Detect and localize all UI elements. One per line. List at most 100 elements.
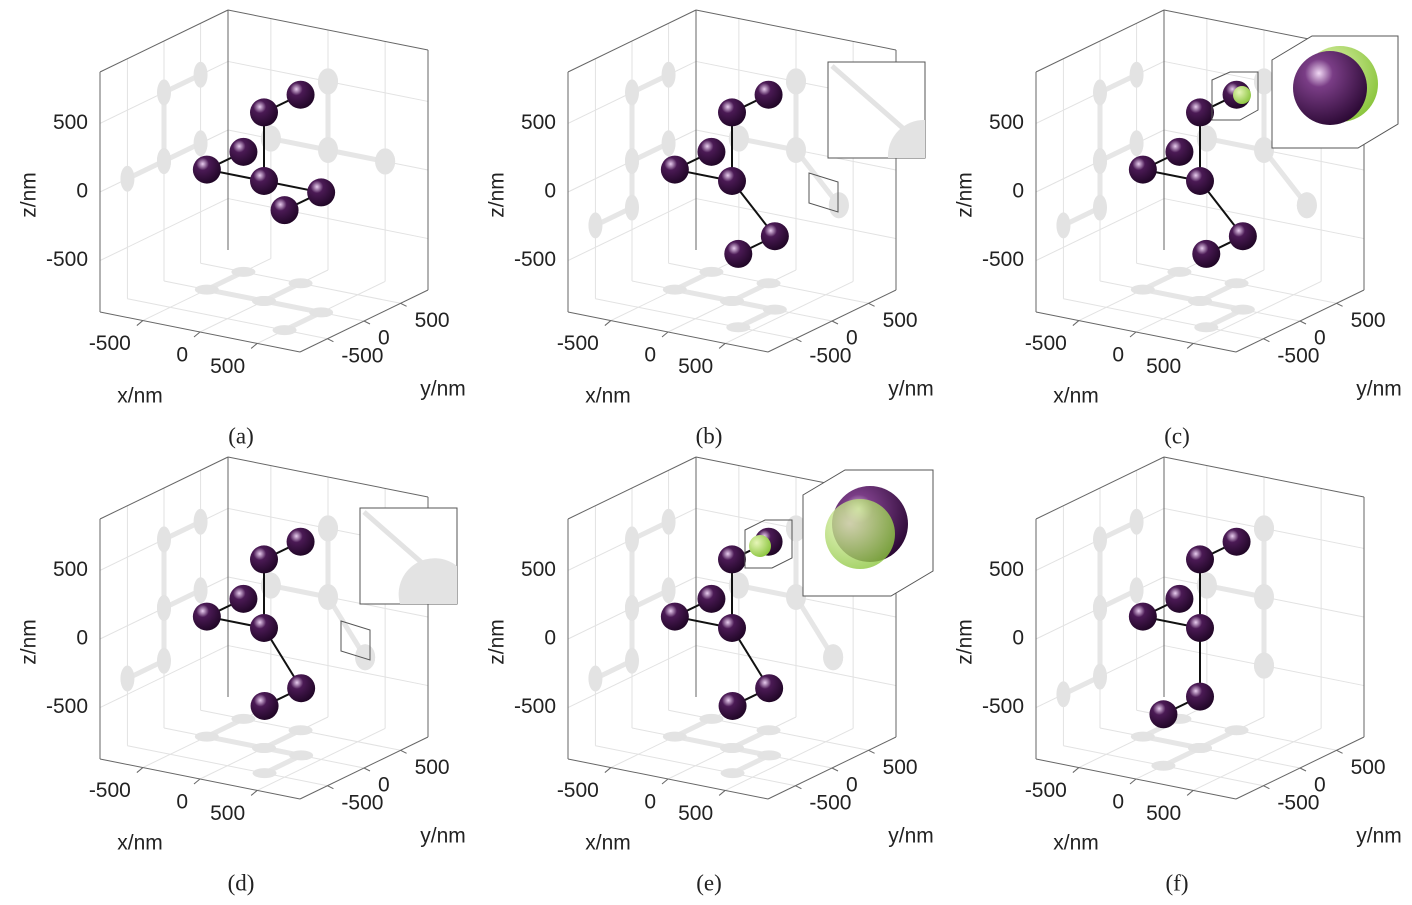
atom (755, 81, 783, 109)
panel-caption: (c) (1164, 423, 1190, 448)
atom-shadow (318, 584, 338, 610)
x-tick (1130, 779, 1136, 784)
z-tick-label: 500 (53, 558, 88, 581)
atom-shadow (663, 285, 687, 295)
atom-shadow (289, 725, 313, 735)
y-tick (401, 303, 407, 306)
atom (724, 240, 752, 268)
atom-shadow (625, 648, 639, 674)
atom-shadow (195, 732, 219, 742)
y-tick (1300, 321, 1306, 324)
atom-shadow (1194, 322, 1218, 332)
y-tick (327, 786, 333, 789)
y-tick (401, 750, 407, 753)
atom-shadow (625, 526, 639, 552)
atom-shadow (1131, 285, 1155, 295)
atom-shadow (1151, 761, 1175, 771)
atom-shadow (1254, 515, 1274, 541)
atom (661, 156, 689, 184)
y-axis-label: y/nm (1356, 378, 1402, 401)
y-tick (1337, 750, 1343, 753)
atom-shadow (1130, 509, 1144, 535)
x-tick-label: 0 (644, 344, 656, 367)
x-tick-label: -500 (1025, 332, 1067, 355)
atom-shadow (157, 526, 171, 552)
y-axis-label: y/nm (420, 825, 466, 848)
zoom-sphere (1233, 86, 1251, 104)
atom-shadow (157, 79, 171, 105)
atom (1165, 585, 1193, 613)
x-tick-label: 0 (1112, 791, 1124, 814)
atom (1223, 528, 1251, 556)
atom-shadow (625, 195, 639, 221)
y-tick (832, 768, 838, 771)
atom (1165, 138, 1193, 166)
y-tick (1263, 339, 1269, 342)
atom-shadow (289, 750, 313, 760)
atom-shadow (355, 644, 375, 670)
atom-shadow (1254, 653, 1274, 679)
atom-shadow (157, 148, 171, 174)
atom (250, 167, 278, 195)
atom (761, 222, 789, 250)
atom-shadow (823, 644, 843, 670)
atom-shadow (375, 148, 395, 174)
atom-shadow (1093, 79, 1107, 105)
y-tick-label: 0 (846, 774, 858, 797)
atom (287, 81, 315, 109)
atom-shadow (1254, 137, 1274, 163)
atom (1192, 240, 1220, 268)
x-tick (251, 790, 257, 795)
atom (718, 167, 746, 195)
atom-shadow (1130, 130, 1144, 156)
x-tick (605, 321, 611, 326)
y-tick-label: 500 (883, 756, 918, 779)
atom (719, 692, 747, 720)
x-tick-label: -500 (557, 332, 599, 355)
y-tick-label: 500 (1351, 309, 1386, 332)
atom-shadow (1131, 732, 1155, 742)
atom-shadow (757, 750, 781, 760)
atom-shadow (662, 62, 676, 88)
atom-shadow (252, 296, 276, 306)
atom-shadow (1130, 577, 1144, 603)
y-tick-label: 0 (1314, 327, 1326, 350)
y-tick (869, 750, 875, 753)
atom (307, 178, 335, 206)
atom-shadow (786, 137, 806, 163)
y-tick-label: 500 (415, 309, 450, 332)
atom-shadow (763, 305, 787, 315)
atom-shadow (786, 68, 806, 94)
atom-shadow (662, 577, 676, 603)
atom (229, 138, 257, 166)
atom-shadow (625, 79, 639, 105)
z-tick-label: -500 (514, 248, 556, 271)
y-tick-label: 0 (378, 774, 390, 797)
z-tick-label: 0 (1012, 180, 1024, 203)
atom-shadow (1225, 725, 1249, 735)
atom (697, 585, 725, 613)
atom (1149, 700, 1177, 728)
atom-shadow (1093, 148, 1107, 174)
z-tick-label: 0 (544, 180, 556, 203)
atom (1186, 545, 1214, 573)
panel-caption: (a) (228, 423, 254, 448)
y-tick-label: 0 (378, 327, 390, 350)
x-tick (719, 343, 725, 348)
panel-caption: (f) (1166, 870, 1189, 895)
x-tick (194, 332, 200, 337)
y-tick (869, 303, 875, 306)
z-axis-label: z/nm (486, 619, 509, 665)
atom (193, 603, 221, 631)
y-tick (364, 321, 370, 324)
x-tick-label: 500 (1146, 802, 1181, 825)
figure: -5000500-5000500-5000500x/nmy/nmz/nm(a)-… (0, 0, 1412, 900)
y-tick (1263, 786, 1269, 789)
x-tick-label: 0 (1112, 344, 1124, 367)
zoom-insets (341, 36, 1398, 660)
atom-shadow (720, 743, 744, 753)
x-tick (662, 779, 668, 784)
atom-shadow (699, 267, 723, 277)
x-axis-label: x/nm (1053, 385, 1099, 408)
x-axis-label: x/nm (585, 832, 631, 855)
